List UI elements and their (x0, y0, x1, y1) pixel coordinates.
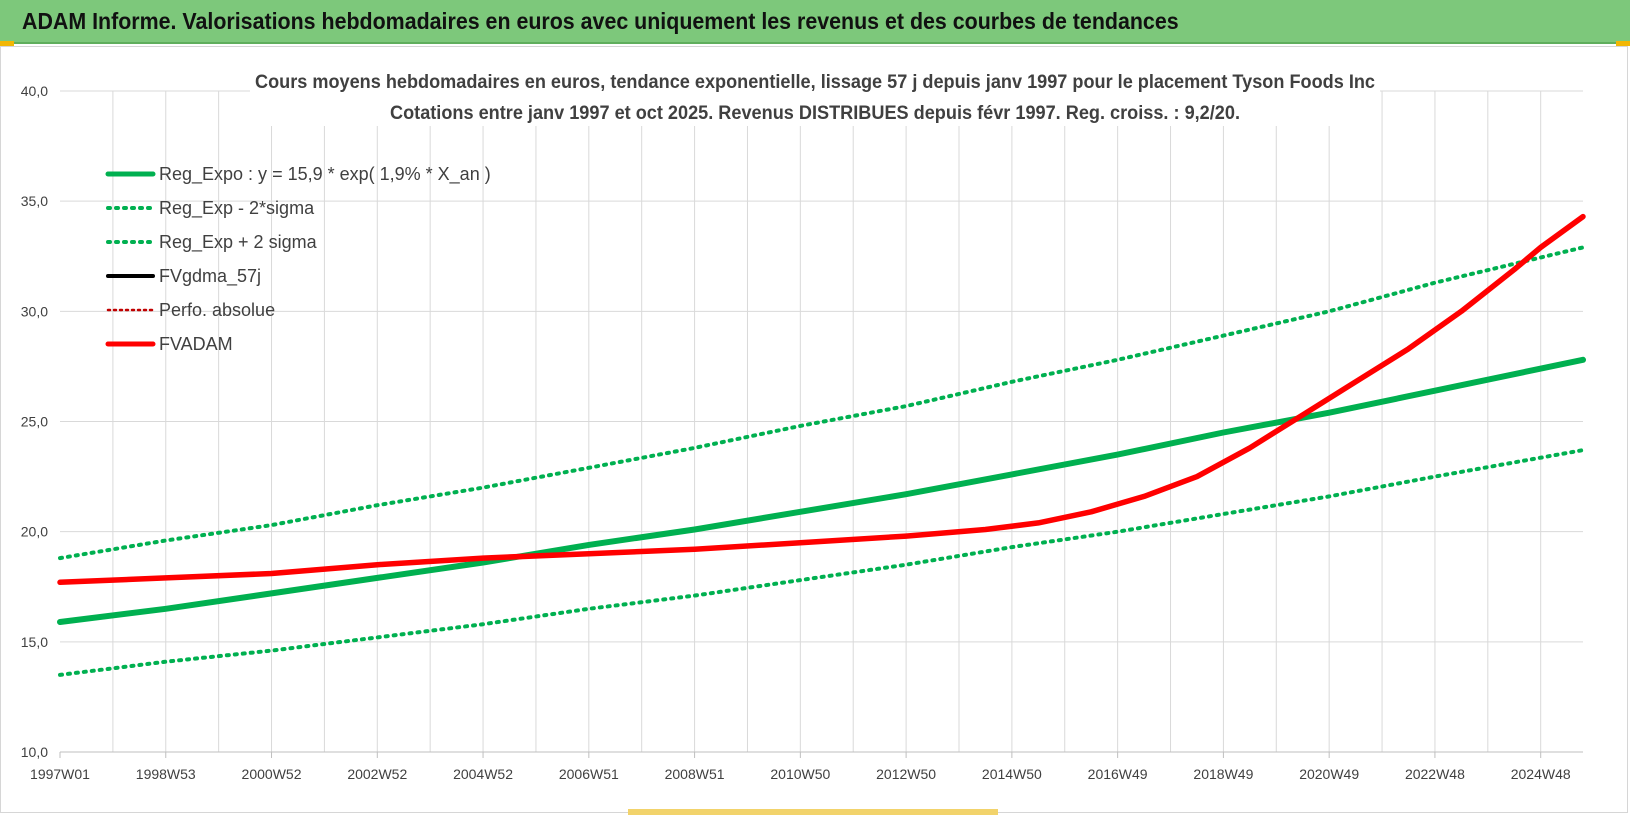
series-line-5 (57, 213, 1586, 586)
legend-label: Perfo. absolue (159, 300, 275, 320)
gridlines (60, 90, 1583, 753)
legend-label: FVADAM (159, 334, 233, 354)
legend-label: Reg_Expo : y = 15,9 * exp( 1,9% * X_an ) (159, 164, 491, 185)
page-title: ADAM Informe. Valorisations hebdomadaire… (22, 8, 1179, 34)
x-tick-label: 2014W50 (982, 766, 1042, 782)
y-axis-ticks: 10,0 15,0 20,0 25,0 30,0 35,0 40,0 (21, 83, 48, 760)
series-line-2 (58, 245, 1585, 561)
x-tick-label: 2022W48 (1405, 766, 1465, 782)
x-tick-label: 1998W53 (136, 766, 196, 782)
x-tick-label: 2000W52 (242, 766, 302, 782)
chart-title: Cours moyens hebdomadaires en euros, ten… (255, 72, 1375, 93)
y-tick-label: 35,0 (21, 193, 48, 209)
series-line-1 (58, 448, 1585, 677)
y-tick-label: 30,0 (21, 303, 48, 319)
bottom-strip (628, 809, 998, 815)
y-tick-label: 40,0 (21, 83, 48, 99)
x-tick-label: 1997W01 (30, 766, 90, 782)
x-tick-label: 2020W49 (1299, 766, 1359, 782)
x-tick-label: 2008W51 (665, 766, 725, 782)
x-tick-label: 2016W49 (1088, 766, 1148, 782)
x-tick-label: 2018W49 (1193, 766, 1253, 782)
series-line-3 (58, 214, 1585, 585)
x-axis-ticks: 1997W01 1998W53 2000W52 2002W52 2004W52 2006W… (30, 752, 1571, 782)
legend-label: Reg_Exp - 2*sigma (159, 198, 315, 219)
x-tick-label: 2010W50 (770, 766, 830, 782)
corner-mark-right (1616, 41, 1630, 46)
x-tick-label: 2006W51 (559, 766, 619, 782)
y-tick-label: 20,0 (21, 524, 48, 540)
legend-label: FVgdma_57j (159, 266, 261, 287)
x-tick-label: 2002W52 (347, 766, 407, 782)
x-tick-label: 2004W52 (453, 766, 513, 782)
series-line-4 (58, 215, 1585, 584)
chart-titles: Cours moyens hebdomadaires en euros, ten… (250, 62, 1380, 126)
y-tick-label: 15,0 (21, 634, 48, 650)
data-series (57, 213, 1586, 677)
legend: Reg_Expo : y = 15,9 * exp( 1,9% * X_an )… (105, 164, 491, 354)
y-tick-label: 25,0 (21, 414, 48, 430)
chart-subtitle: Cotations entre janv 1997 et oct 2025. R… (390, 103, 1240, 124)
corner-mark-left (0, 41, 14, 46)
y-tick-label: 10,0 (21, 744, 48, 760)
legend-label: Reg_Exp + 2 sigma (159, 232, 318, 253)
x-tick-label: 2024W48 (1511, 766, 1571, 782)
x-tick-label: 2012W50 (876, 766, 936, 782)
header-banner: ADAM Informe. Valorisations hebdomadaire… (0, 0, 1630, 44)
